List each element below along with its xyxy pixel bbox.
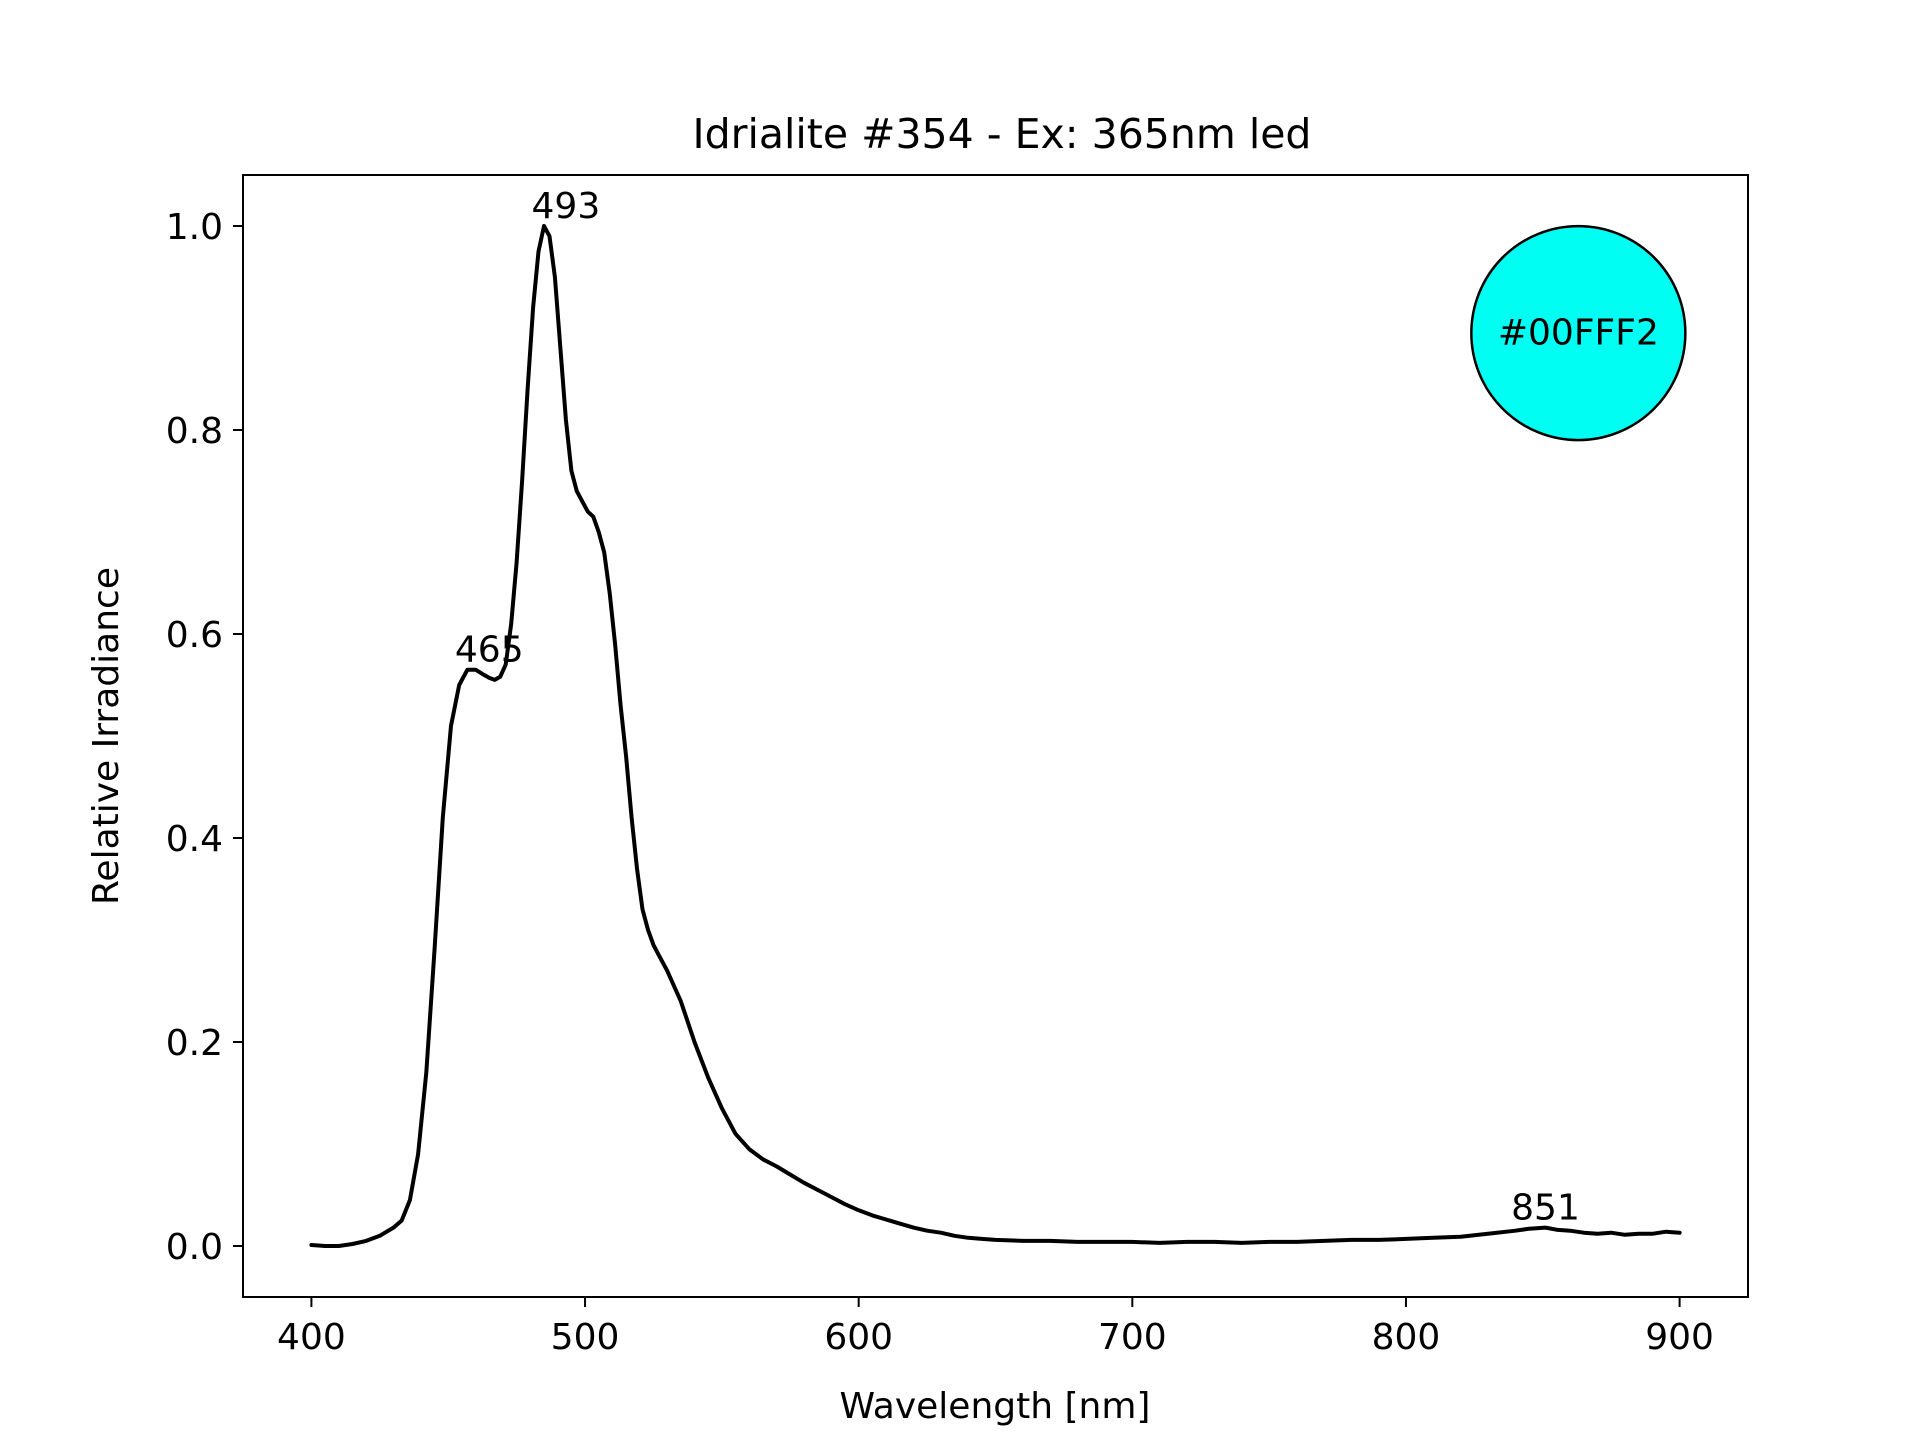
- x-tick-label: 700: [1098, 1317, 1167, 1358]
- y-tick-label: 0.2: [166, 1023, 223, 1064]
- x-tick-label: 900: [1645, 1317, 1714, 1358]
- y-axis-label: Relative Irradiance: [86, 567, 127, 905]
- x-tick-label: 600: [824, 1317, 893, 1358]
- color-swatch-label: #00FFF2: [1498, 313, 1659, 354]
- peak-annotations: 465 493 851: [455, 186, 1580, 1229]
- y-tick-label: 0.0: [166, 1227, 223, 1268]
- color-swatch-circle: [1470, 224, 1687, 442]
- x-tick-label: 500: [551, 1317, 620, 1358]
- y-tick-label: 0.4: [166, 819, 223, 860]
- x-tick-label: 400: [277, 1317, 346, 1358]
- y-tick-label: 0.6: [166, 615, 223, 656]
- y-axis: 0.0 0.2 0.4 0.6 0.8 1.0: [166, 207, 243, 1268]
- y-tick-label: 0.8: [166, 411, 223, 452]
- color-swatch: #00FFF2: [1470, 224, 1687, 442]
- chart-title: Idrialite #354 - Ex: 365nm led: [693, 110, 1312, 158]
- x-axis-label: Wavelength [nm]: [840, 1386, 1151, 1427]
- spectrum-line: [309, 224, 1682, 1248]
- y-tick-label: 1.0: [166, 207, 223, 248]
- peak-label: 465: [455, 630, 524, 671]
- plot-area: 465 493 851 #00FFF2: [242, 174, 1749, 1298]
- x-axis: 400 500 600 700 800 900: [277, 1297, 1714, 1358]
- plot-frame: [242, 174, 1749, 1298]
- peak-label: 493: [532, 186, 601, 227]
- x-tick-label: 800: [1372, 1317, 1441, 1358]
- peak-label: 851: [1511, 1188, 1580, 1229]
